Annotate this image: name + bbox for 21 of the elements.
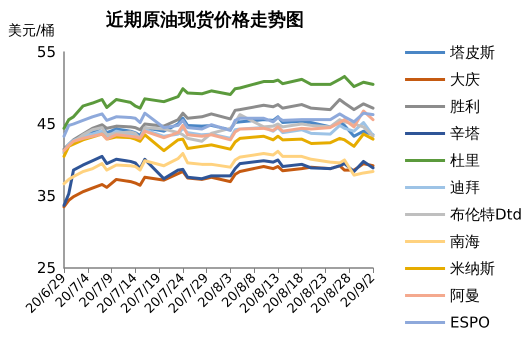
- legend-label: 辛塔: [450, 124, 480, 142]
- legend-label: ESPO: [450, 314, 490, 332]
- line-series: [62, 150, 374, 186]
- y-tick-label: 55: [36, 43, 56, 61]
- y-tick-label: 45: [36, 115, 56, 133]
- y-axis-title: 美元/桶: [8, 23, 55, 39]
- legend-label: 塔皮斯: [449, 44, 496, 62]
- line-series: [62, 154, 374, 207]
- y-tick-label: 35: [36, 187, 56, 205]
- line-series: [62, 112, 374, 138]
- legend-label: 胜利: [450, 98, 480, 116]
- legend-label: 杜里: [450, 152, 480, 170]
- legend-label: 南海: [450, 232, 480, 250]
- legend-label: 迪拜: [450, 178, 480, 196]
- legend-label: 阿曼: [450, 286, 480, 304]
- legend-label: 布伦特Dtd: [450, 206, 522, 224]
- line-series: [62, 74, 374, 130]
- legend-label: 米纳斯: [450, 260, 496, 278]
- chart-title: 近期原油现货价格走势图: [105, 10, 304, 30]
- y-tick-label: 25: [36, 259, 56, 277]
- legend-label: 大庆: [450, 70, 480, 88]
